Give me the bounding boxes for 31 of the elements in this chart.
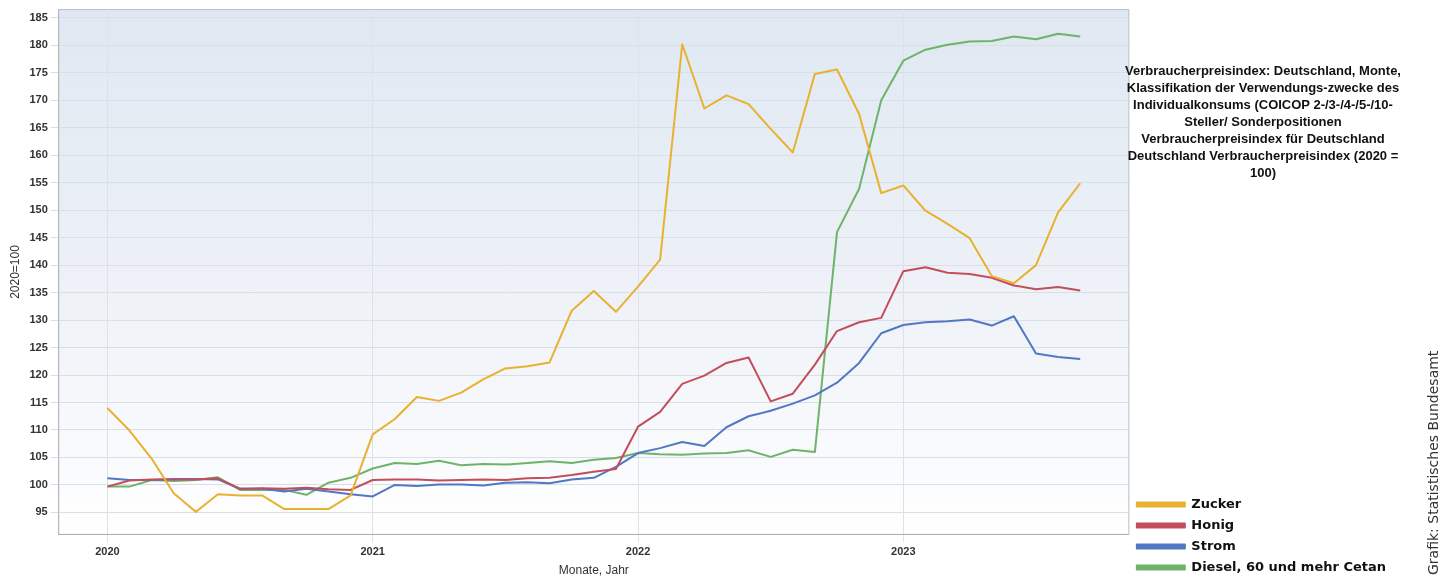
y-tick-label: 165 bbox=[29, 120, 48, 133]
y-tick-label: 150 bbox=[29, 203, 48, 216]
text: Grafik: Statistisches Bundesamt bbox=[1425, 350, 1441, 575]
x-axis-title: Monate, Jahr bbox=[558, 563, 629, 578]
x-tick-label: 2023 bbox=[891, 545, 916, 558]
y-tick-label: 160 bbox=[29, 148, 48, 161]
y-tick-label: 180 bbox=[29, 38, 48, 51]
y-tick-label: 135 bbox=[29, 285, 48, 298]
y-tick-label: 145 bbox=[29, 230, 48, 243]
x-tick-label: 2022 bbox=[625, 545, 651, 558]
legend-label: Zucker bbox=[1191, 495, 1242, 511]
y-tick-label: 185 bbox=[29, 10, 48, 23]
legend-label: Strom bbox=[1191, 537, 1236, 553]
y-tick-label: 170 bbox=[29, 93, 48, 106]
y-tick-label: 105 bbox=[29, 450, 48, 463]
y-tick-label: 115 bbox=[30, 395, 48, 408]
y-tick-label: 120 bbox=[29, 368, 48, 381]
x-tick-label: 2021 bbox=[360, 545, 385, 558]
legend-label: Diesel, 60 und mehr Cetan bbox=[1191, 558, 1387, 574]
y-tick-label: 175 bbox=[29, 65, 48, 78]
legend-label: Honig bbox=[1191, 516, 1235, 532]
x-tick-label: 2020 bbox=[95, 545, 120, 558]
y-tick-label: 130 bbox=[29, 313, 48, 326]
y-tick-label: 100 bbox=[29, 477, 48, 490]
y-tick-label: 140 bbox=[29, 258, 48, 271]
y-axis-title: 2020=100 bbox=[7, 244, 22, 299]
y-tick-label: 155 bbox=[29, 175, 48, 188]
y-tick-label: 95 bbox=[35, 505, 48, 518]
y-tick-label: 125 bbox=[29, 340, 48, 353]
text: Verbraucherpreisindex: Deutschland, Monte, Klassifikation der Verwendungs-zwecke des Individualkonsums (COICOP 2-/3-/4-/5-/10-Steller/ Sonderpositionen Verbraucherpreisindex für Deutschland Deutschland Verbraucherpreisindex (2020 = 100) bbox=[1124, 62, 1402, 181]
y-tick-label: 110 bbox=[30, 423, 48, 436]
